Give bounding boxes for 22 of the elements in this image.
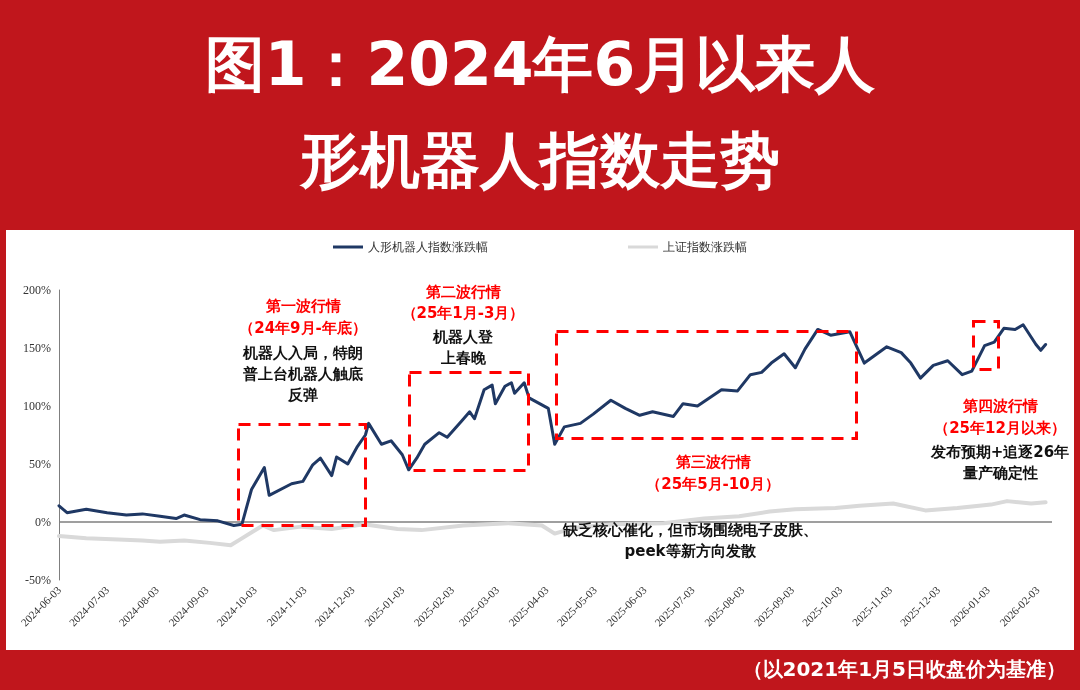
annotation: 第四波行情 xyxy=(961,396,1039,417)
y-tick-label: 100% xyxy=(23,399,51,413)
annotation: （25年5月-10月） xyxy=(645,474,781,495)
y-tick-label: -50% xyxy=(25,573,51,587)
annotation: 第一波行情 xyxy=(264,296,342,317)
y-tick-label: 200% xyxy=(23,283,51,297)
annotation: （24年9月-年底） xyxy=(238,318,368,339)
annotation: 第二波行情 xyxy=(424,282,502,303)
text: （以2021年1月5日收盘价为基准） xyxy=(742,656,1066,683)
y-tick-label: 0% xyxy=(35,515,51,529)
annotation: （25年1月-3月） xyxy=(401,304,525,322)
annotation: 机器人入局，特朗普上台机器人触底反弹 xyxy=(241,343,364,406)
annotation: 机器人登上春晚 xyxy=(431,327,494,369)
annotation: （25年12月以来） xyxy=(933,418,1067,439)
annotation: 缺乏核心催化，但市场围绕电子皮肤、peek等新方向发散 xyxy=(561,520,819,562)
legend-label: 人形机器人指数涨跌幅 xyxy=(368,240,488,254)
y-tick-label: 50% xyxy=(29,457,51,471)
legend-label: 上证指数涨跌幅 xyxy=(663,240,747,254)
annotation: 发布预期+追逐26年量产确定性 xyxy=(929,442,1071,484)
annotation: 第三波行情 xyxy=(674,452,752,473)
chart-title: 图1：2024年6月以来人形机器人指数走势 xyxy=(203,28,877,197)
y-tick-label: 150% xyxy=(23,341,51,355)
